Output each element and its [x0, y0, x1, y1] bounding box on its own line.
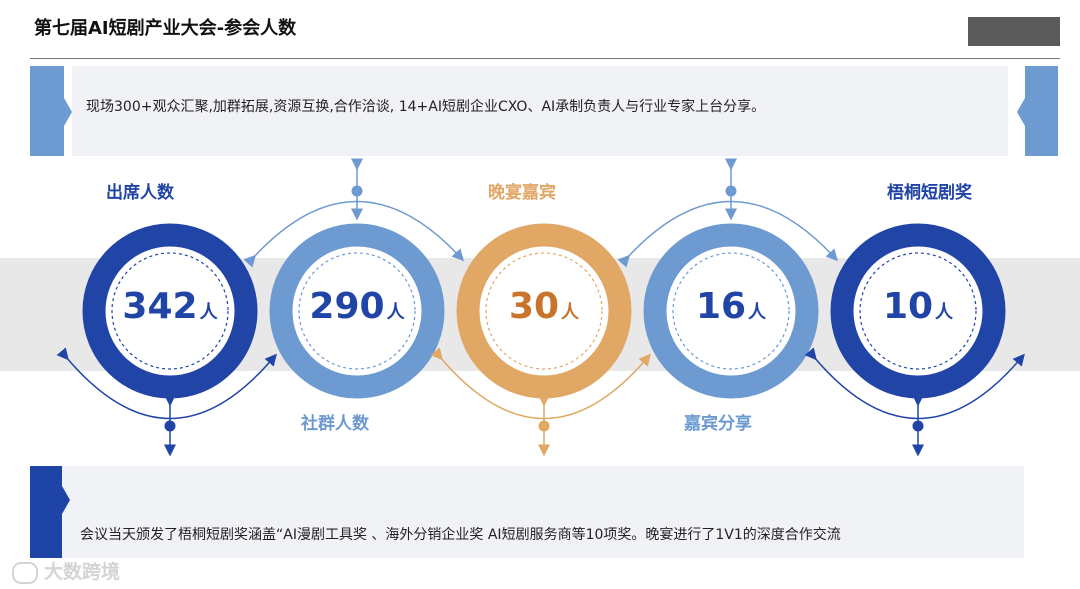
summary-card-bottom: [62, 466, 1024, 558]
stat-value: 290: [309, 286, 385, 327]
summary-card-top: [72, 66, 1008, 156]
label-guest-speakers: 嘉宾分享: [684, 414, 752, 434]
stat-dinner-guests: 30 人: [454, 286, 634, 327]
connector-bottom-dinner: [430, 347, 651, 457]
summary-card-left-tab: [30, 66, 72, 156]
stat-value: 10: [882, 286, 934, 327]
connector-bottom-awards: [804, 347, 1025, 457]
label-attendees: 出席人数: [106, 183, 174, 203]
watermark-logo-icon: [12, 561, 38, 584]
stat-unit: 人: [199, 302, 218, 323]
summary-card-right-tab: [1017, 66, 1058, 156]
stat-unit: 人: [386, 302, 405, 323]
stat-community: 290 人: [267, 286, 447, 327]
stat-value: 16: [695, 286, 747, 327]
ring-community: [269, 223, 445, 399]
label-community: 社群人数: [301, 414, 369, 434]
label-dinner-guests: 晚宴嘉宾: [488, 183, 556, 203]
summary-text-bottom: 会议当天颁发了梧桐短剧奖涵盖“AI漫剧工具奖 、海外分销企业奖 AI短剧服务商等…: [80, 527, 841, 543]
connector-bottom-attendees: [56, 347, 277, 457]
watermark-text: 大数跨境: [44, 561, 121, 583]
stat-attendees: 342 人: [80, 286, 260, 327]
page-title: 第七届AI短剧产业大会-参会人数: [34, 18, 297, 39]
label-awards: 梧桐短剧奖: [887, 183, 972, 203]
connector-top-community: [243, 158, 465, 268]
ring-guest-speakers: [643, 223, 819, 399]
summary-text-top: 现场300+观众汇聚,加群拓展,资源互换,合作洽谈, 14+AI短剧企业CXO、…: [86, 99, 766, 115]
title-divider: [30, 58, 1060, 59]
stat-value: 30: [508, 286, 560, 327]
stat-unit: 人: [748, 302, 767, 323]
stat-awards: 10 人: [828, 286, 1008, 327]
stat-unit: 人: [561, 302, 580, 323]
stat-unit: 人: [935, 302, 954, 323]
summary-card-bottom-tab: [30, 466, 70, 558]
watermark: 大数跨境: [12, 557, 120, 584]
connector-top-speakers: [617, 158, 839, 268]
stat-guest-speakers: 16 人: [641, 286, 821, 327]
logo-placeholder: [968, 17, 1060, 46]
stat-value: 342: [122, 286, 198, 327]
